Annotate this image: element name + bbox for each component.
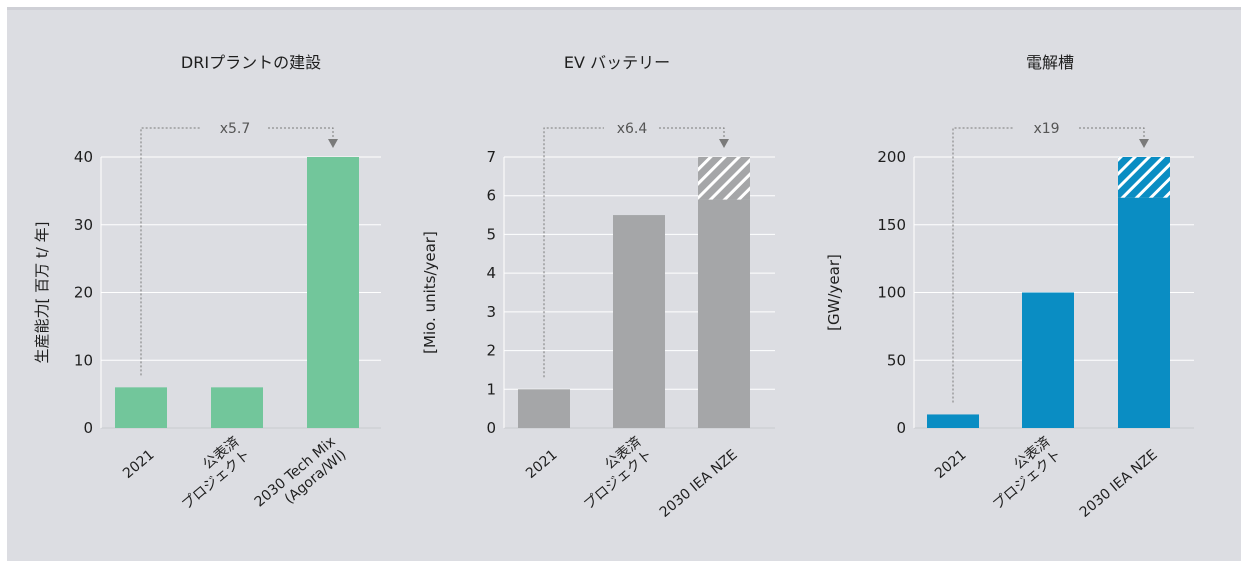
y-tick-label: 100 [877,284,906,302]
bar [115,387,167,428]
y-tick-label: 40 [74,148,93,166]
multiplier-arrowhead [719,139,729,148]
y-tick-label: 0 [83,419,93,437]
multiplier-label: x6.4 [617,121,648,137]
x-category-label: 2021 [523,447,561,482]
bar-hatched-segment [1118,157,1170,198]
y-tick-label: 3 [486,303,496,321]
multiplier-bracket-left [543,127,604,378]
x-category-label: 2021 [932,447,970,482]
y-tick-label: 2 [486,342,496,360]
x-category-line: 2021 [523,447,561,482]
y-tick-label: 4 [486,264,496,282]
bar [613,215,665,428]
bar [1118,197,1170,428]
y-tick-label: 50 [887,351,906,369]
x-category-label: 2021 [120,447,158,482]
chart-title: 電解槽 [1026,53,1074,72]
y-tick-label: 5 [486,225,496,243]
y-tick-label: 150 [877,216,906,234]
bar [211,387,263,428]
multiplier-label: x19 [1033,121,1059,137]
y-tick-label: 6 [486,187,496,205]
multiplier-bracket-right [659,127,725,143]
multiplier-arrowhead [1139,139,1149,148]
y-tick-label: 30 [74,216,93,234]
x-category-line: 2030 IEA NZE [1077,447,1161,521]
multiplier-arrowhead [328,139,338,148]
bar-hatched-segment [698,157,750,200]
y-tick-label: 10 [74,351,93,369]
y-tick-label: 200 [877,148,906,166]
x-category-line: 2021 [120,447,158,482]
multiplier-bracket-left [952,127,1013,403]
y-tick-label: 20 [74,284,93,302]
y-tick-label: 7 [486,148,496,166]
bar [518,389,570,428]
bar [927,414,979,428]
y-axis-label: 生産能力[ 百万 t/ 年] [33,222,51,364]
x-category-line: 2021 [932,447,970,482]
bar [1022,292,1074,428]
x-category-line: 2030 IEA NZE [657,447,741,521]
x-category-label: 2030 IEA NZE [1077,447,1161,521]
bar [307,157,359,428]
x-category-label: 2030 IEA NZE [657,447,741,521]
multiplier-label: x5.7 [220,121,251,137]
chart-title: EV バッテリー [564,53,670,72]
figure-panel: DRIプラントの建設 0 10 20 30 40 生産能力[ 百万 t/ 年] 2021 公表済… [7,7,1241,561]
y-tick-label: 1 [486,380,496,398]
y-tick-label: 0 [486,419,496,437]
y-axis-label: [Mio. units/year] [421,231,439,354]
multiplier-bracket-right [1079,127,1145,143]
multiplier-bracket-right [268,127,334,143]
multiplier-bracket-left [140,127,201,376]
x-category-label: 2030 Tech Mix(Agora/WI) [252,434,350,511]
y-axis-label: [GW/year] [825,254,843,331]
bar [698,199,750,428]
chart-title: DRIプラントの建設 [181,53,321,72]
y-tick-label: 0 [896,419,906,437]
